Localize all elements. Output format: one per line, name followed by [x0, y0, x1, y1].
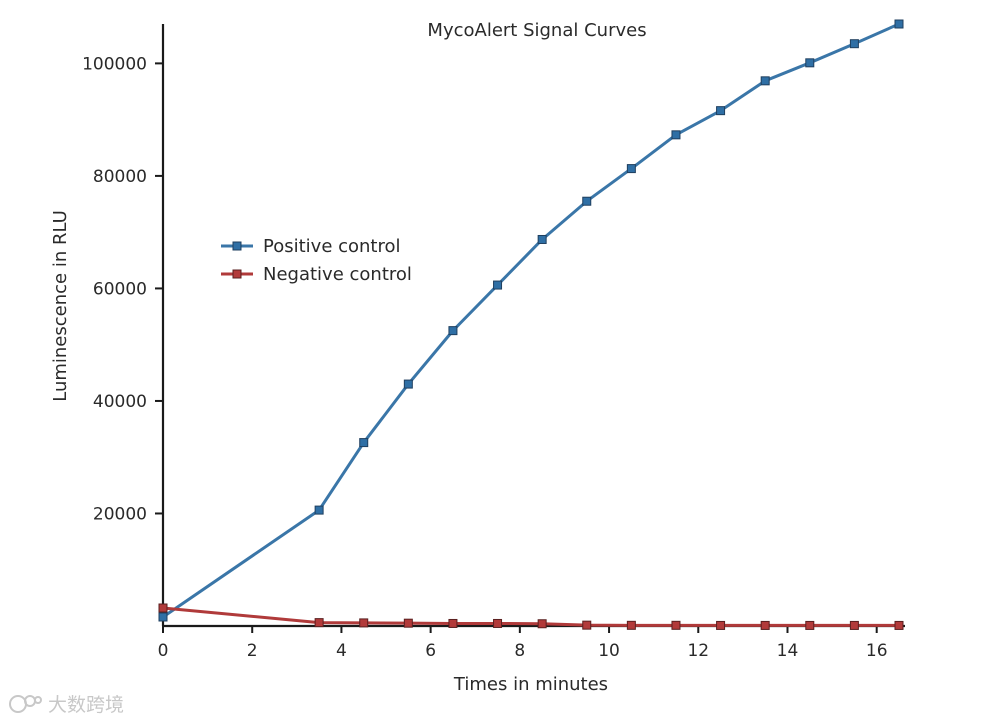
legend-marker-positive: [232, 241, 242, 251]
watermark-text: 大数跨境: [48, 694, 125, 716]
data-point: [403, 379, 413, 389]
x-tick-label: 6: [425, 641, 436, 661]
watermark-logo-icon: [9, 694, 42, 713]
x-axis-title: Times in minutes: [453, 674, 608, 695]
series-1: [158, 603, 904, 630]
data-point: [359, 618, 369, 628]
data-point: [671, 620, 681, 630]
legend-label-negative: Negative control: [263, 264, 412, 285]
series-line: [162, 22, 900, 619]
data-point: [493, 618, 503, 628]
y-axis-ticks: 20000 40000 60000 80000 100000: [82, 54, 163, 524]
x-tick-label: 4: [336, 641, 347, 661]
data-point: [760, 76, 770, 86]
data-point: [760, 620, 770, 630]
series-0: [158, 19, 904, 622]
x-tick-label: 8: [514, 641, 525, 661]
watermark: 大数跨境: [8, 690, 124, 717]
series-line: [162, 606, 899, 627]
data-point: [158, 612, 168, 622]
data-point: [671, 130, 681, 140]
data-point: [314, 618, 324, 628]
data-point: [493, 280, 503, 290]
data-point: [805, 58, 815, 68]
data-point: [716, 106, 726, 116]
x-tick-label: 0: [158, 641, 169, 661]
chart-title: MycoAlert Signal Curves: [427, 20, 646, 41]
data-point: [716, 620, 726, 630]
data-point: [894, 620, 904, 630]
y-tick-label: 20000: [93, 504, 147, 524]
data-point: [537, 619, 547, 629]
data-point: [537, 234, 547, 244]
data-point: [894, 19, 904, 29]
x-tick-label: 10: [598, 641, 620, 661]
data-point: [448, 618, 458, 628]
x-tick-label: 16: [866, 641, 888, 661]
data-point: [582, 620, 592, 630]
legend-label-positive: Positive control: [263, 236, 401, 257]
legend-marker-negative: [232, 269, 242, 279]
y-tick-label: 60000: [93, 279, 147, 299]
data-point: [158, 603, 168, 613]
x-tick-label: 14: [777, 641, 799, 661]
data-point: [849, 620, 859, 630]
x-tick-label: 12: [687, 641, 709, 661]
series-layer: [158, 19, 904, 630]
x-tick-label: 2: [247, 641, 258, 661]
data-point: [849, 39, 859, 49]
data-point: [314, 505, 324, 515]
y-tick-label: 80000: [93, 167, 147, 187]
legend-item-negative: Negative control: [221, 264, 412, 285]
y-tick-label: 40000: [93, 392, 147, 412]
data-point: [805, 620, 815, 630]
legend-item-positive: Positive control: [221, 236, 401, 257]
y-axis-title: Luminescence in RLU: [50, 210, 71, 402]
data-point: [582, 196, 592, 206]
y-tick-label: 100000: [82, 54, 147, 74]
legend: Positive control Negative control: [221, 236, 412, 285]
data-point: [403, 618, 413, 628]
data-point: [626, 620, 636, 630]
x-axis-ticks: 0 2 4 6 8 10 12 14 16: [158, 626, 888, 661]
data-point: [626, 164, 636, 174]
data-point: [448, 326, 458, 336]
data-point: [359, 438, 369, 448]
